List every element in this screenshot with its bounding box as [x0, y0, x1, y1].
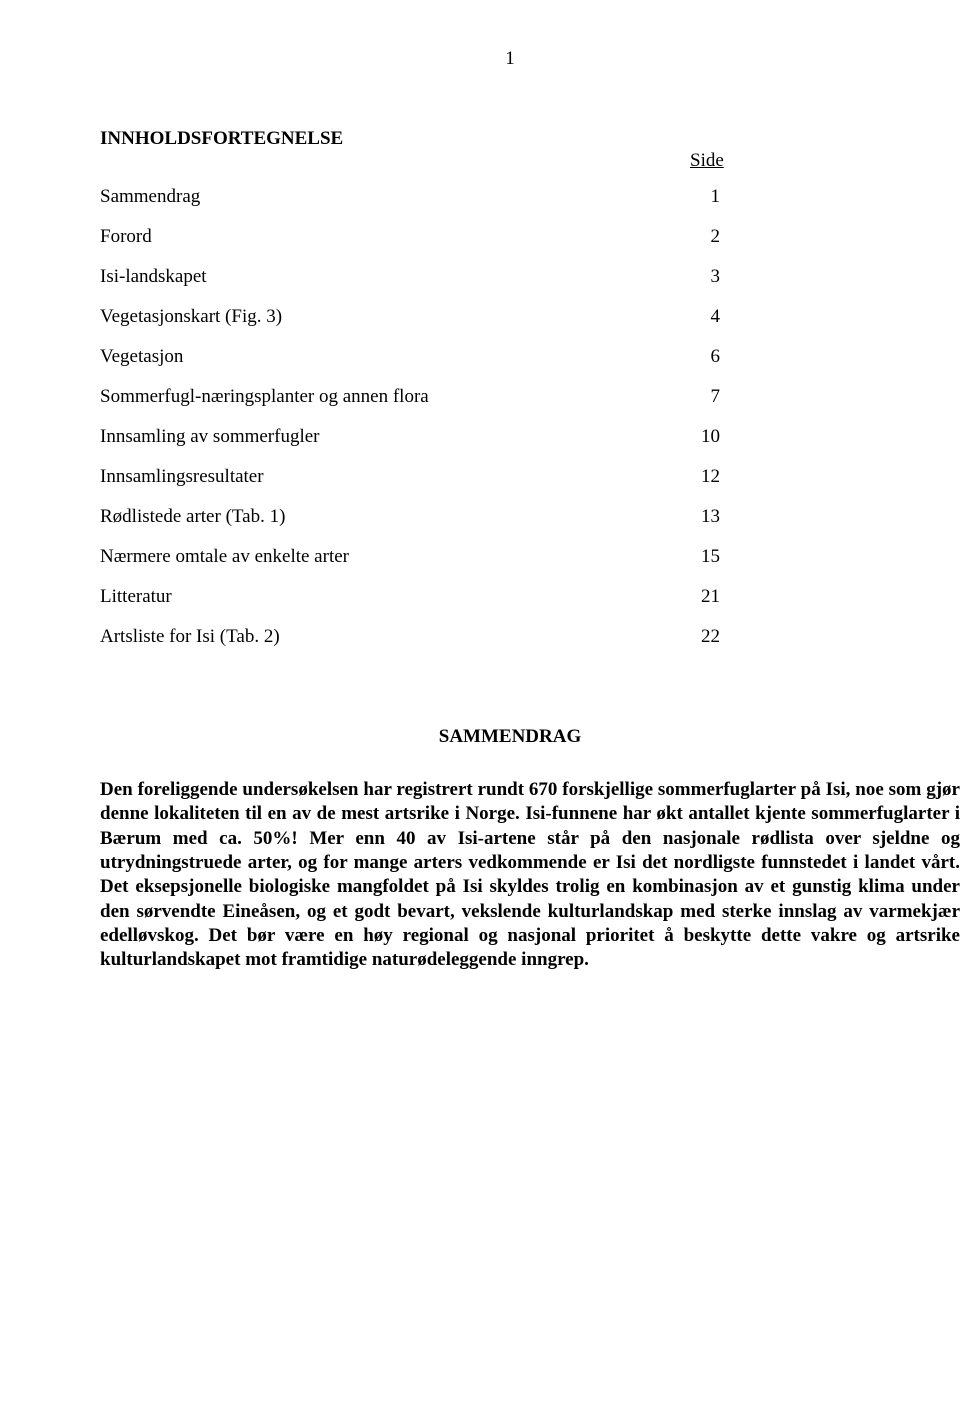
toc-page: 13	[680, 506, 720, 528]
toc-page: 12	[680, 466, 720, 488]
toc-page: 3	[680, 266, 720, 288]
toc-label: Sammendrag	[100, 186, 680, 208]
toc-row: Isi-landskapet 3	[100, 266, 820, 288]
section-title: SAMMENDRAG	[100, 726, 920, 748]
toc-row: Rødlistede arter (Tab. 1) 13	[100, 506, 820, 528]
toc-page: 1	[680, 186, 720, 208]
toc-title: INNHOLDSFORTEGNELSE	[100, 128, 920, 150]
toc-row: Vegetasjonskart (Fig. 3) 4	[100, 306, 820, 328]
summary-body-text: Den foreliggende undersøkelsen har regis…	[100, 778, 960, 973]
document-page: 1 INNHOLDSFORTEGNELSE Side Sammendrag 1 …	[0, 0, 960, 1426]
toc-row: Litteratur 21	[100, 586, 820, 608]
toc-page: 22	[680, 626, 720, 648]
toc-label: Rødlistede arter (Tab. 1)	[100, 506, 680, 528]
toc-label: Innsamling av sommerfugler	[100, 426, 680, 448]
page-number: 1	[100, 48, 920, 70]
toc-label: Innsamlingsresultater	[100, 466, 680, 488]
toc-page: 6	[680, 346, 720, 368]
toc-label: Sommerfugl-næringsplanter og annen flora	[100, 386, 680, 408]
toc-page: 10	[680, 426, 720, 448]
side-column-header: Side	[690, 150, 724, 172]
toc-row: Innsamling av sommerfugler 10	[100, 426, 820, 448]
toc-label: Vegetasjonskart (Fig. 3)	[100, 306, 680, 328]
toc-page: 4	[680, 306, 720, 328]
table-of-contents: Sammendrag 1 Forord 2 Isi-landskapet 3 V…	[100, 186, 920, 648]
toc-row: Forord 2	[100, 226, 820, 248]
toc-row: Sammendrag 1	[100, 186, 820, 208]
toc-row: Innsamlingsresultater 12	[100, 466, 820, 488]
toc-label: Vegetasjon	[100, 346, 680, 368]
toc-label: Litteratur	[100, 586, 680, 608]
toc-row: Nærmere omtale av enkelte arter 15	[100, 546, 820, 568]
toc-label: Nærmere omtale av enkelte arter	[100, 546, 680, 568]
toc-label: Artsliste for Isi (Tab. 2)	[100, 626, 680, 648]
toc-row: Vegetasjon 6	[100, 346, 820, 368]
toc-label: Isi-landskapet	[100, 266, 680, 288]
toc-label: Forord	[100, 226, 680, 248]
toc-page: 2	[680, 226, 720, 248]
toc-page: 15	[680, 546, 720, 568]
toc-row: Sommerfugl-næringsplanter og annen flora…	[100, 386, 820, 408]
toc-page: 7	[680, 386, 720, 408]
toc-page: 21	[680, 586, 720, 608]
toc-row: Artsliste for Isi (Tab. 2) 22	[100, 626, 820, 648]
